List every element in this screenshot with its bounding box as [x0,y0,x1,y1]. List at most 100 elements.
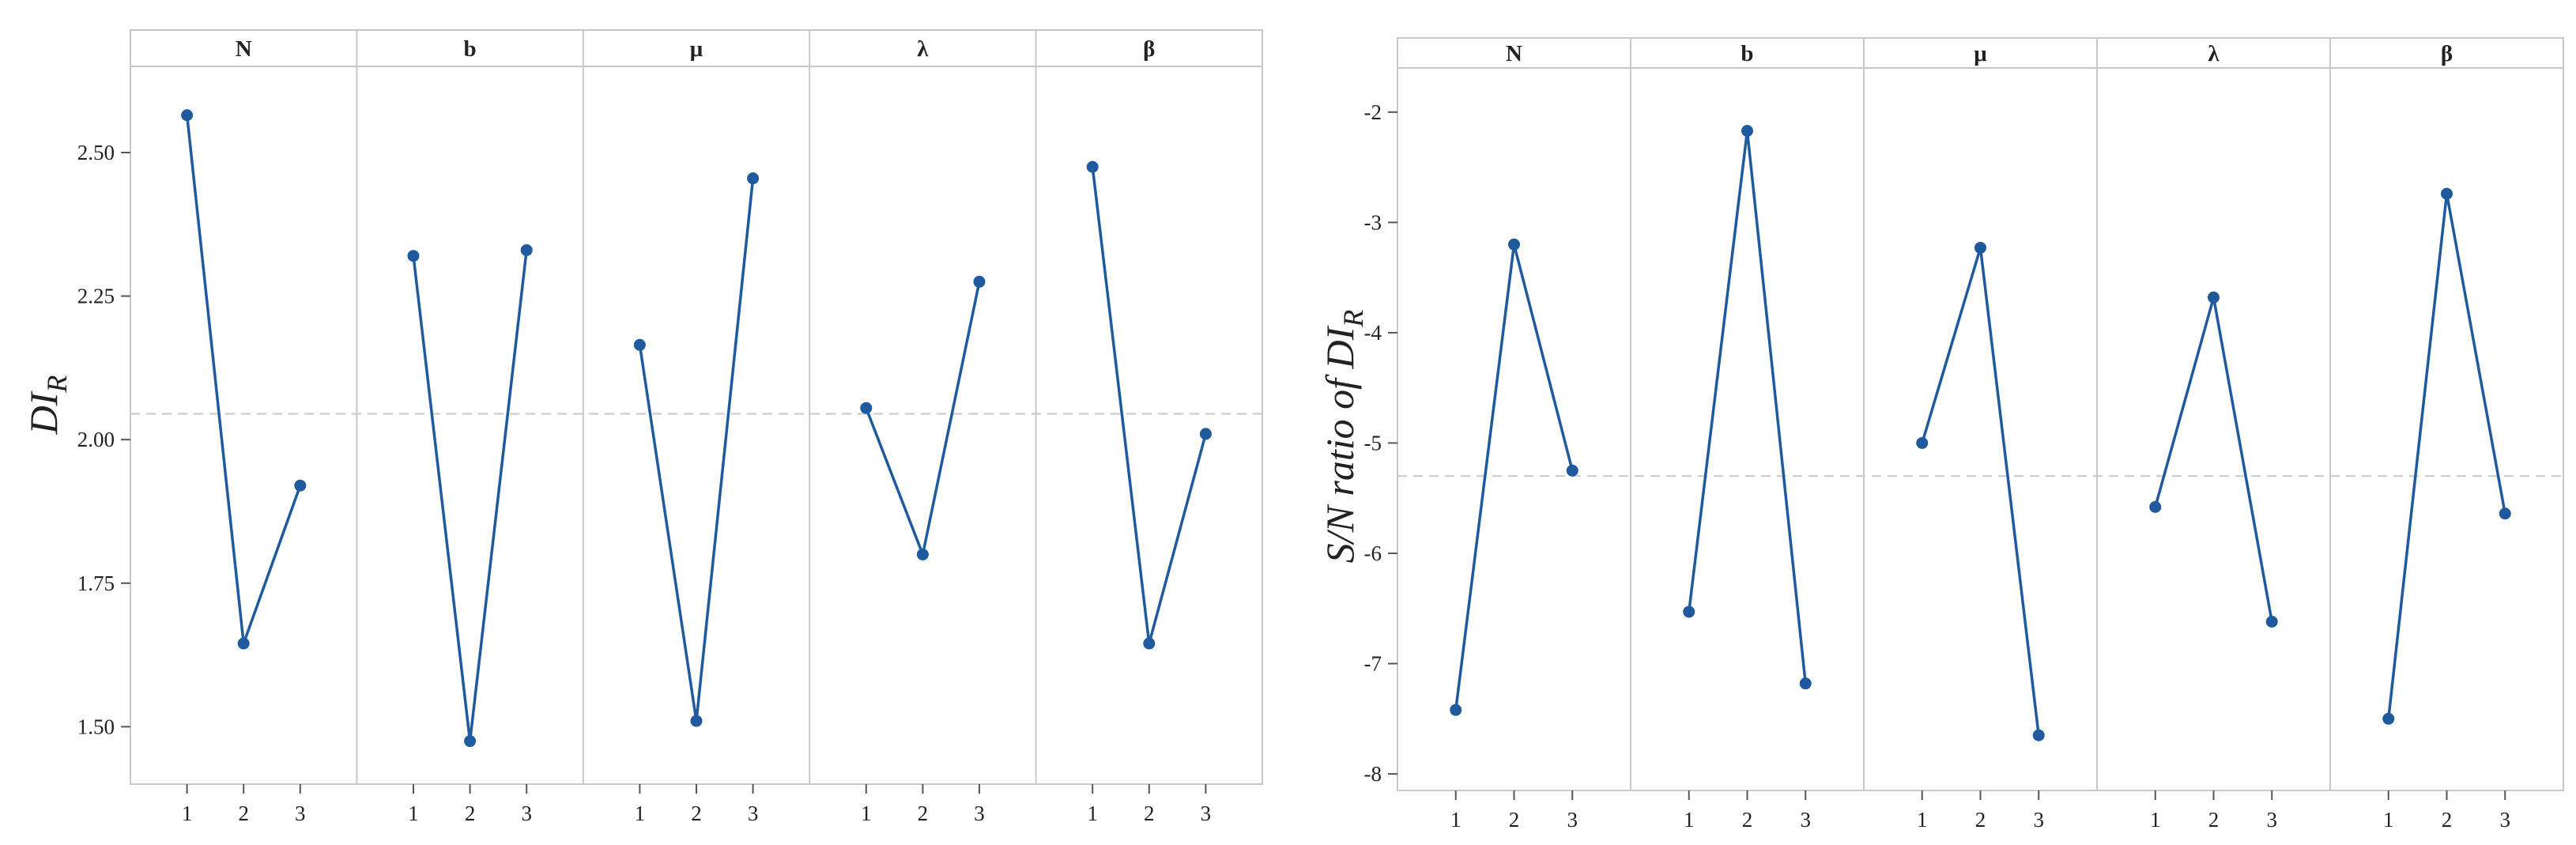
data-point [237,637,250,650]
y-tick-label: 1.75 [77,572,115,595]
data-point [2441,187,2453,200]
series-line-panel-1 [1454,243,1574,711]
series-line-panel-3 [638,178,755,722]
data-point [1199,428,1212,440]
data-point [181,109,194,122]
y-tick-label: -3 [1364,210,1382,234]
x-tick-label: 1 [1087,802,1098,825]
x-tick-label: 2 [2208,808,2220,832]
data-point [1916,436,1929,449]
panel-title-4: λ [917,36,929,62]
data-point [1683,605,1695,618]
data-point [464,735,477,748]
y-tick-label: -6 [1364,541,1382,565]
y-tick-label: 1.50 [77,715,115,738]
x-tick-label: 1 [408,802,419,825]
x-tick-label: 3 [521,802,532,825]
panel-title-4: λ [2208,41,2220,66]
data-point [407,250,420,262]
x-tick-label: 2 [1509,808,1520,832]
x-tick-label: 2 [2442,808,2453,832]
x-tick-label: 3 [2267,808,2278,832]
data-point [2149,500,2162,513]
x-tick-label: 1 [2150,808,2161,832]
data-point [633,338,646,351]
series-line-panel-4 [2154,296,2273,622]
x-tick-label: 2 [691,802,702,825]
series-line-panel-2 [412,250,528,741]
chart-sn-ratio: -8 -7 -6 -5 -4 -3 -2 S/N ratio of DIR N 1 2 3 b 1 2 3 μ 1… [1318,37,2564,832]
data-point [1741,125,1753,138]
panel-title-1: N [1506,41,1522,66]
x-tick-label: 3 [974,802,985,825]
y-axis-label-subscript: R [41,375,73,394]
x-tick-label: 2 [1975,808,1986,832]
data-point [1566,464,1578,477]
series-line-panel-5 [2387,193,2506,719]
data-point [2208,291,2220,304]
data-point [2032,729,2045,741]
x-tick-label: 2 [1742,808,1753,832]
panel-title-5: β [1143,36,1155,62]
series-line-panel-3 [1921,247,2040,736]
data-point [973,275,986,288]
y-axis-label-subscript: R [1337,310,1369,328]
x-tick-label: 3 [2034,808,2045,832]
data-point [1508,238,1520,251]
x-tick-label: 3 [2500,808,2511,832]
data-point [294,479,307,492]
panel-title-1: N [236,36,252,62]
y-tick-label: -2 [1364,100,1382,124]
x-tick-label: 1 [182,802,193,825]
panel-title-3: μ [690,36,703,62]
data-point [1450,704,1462,716]
y-tick-label: -8 [1364,762,1382,786]
series-line-panel-4 [865,281,981,560]
y-axis-label: S/N ratio of DIR [1318,310,1369,564]
data-point [1799,677,1812,690]
y-tick-label: -7 [1364,652,1382,676]
series-line-panel-1 [185,115,302,644]
x-tick-label: 2 [465,802,476,825]
x-tick-label: 1 [635,802,646,825]
y-tick-label: 2.25 [77,285,115,308]
panel-title-2: b [1741,41,1753,66]
data-point [860,402,873,414]
panel-title-5: β [2441,41,2453,66]
y-tick-label: 2.50 [77,141,115,164]
chart-di-r-means: 1.50 1.75 2.00 2.25 2.50 DIR N 1 2 3 b 1 2 3 μ 1 2 3 λ 1 2 3 β… [21,29,1263,825]
series-line-panel-2 [1688,130,1807,684]
data-point [2265,616,2278,628]
x-tick-label: 3 [1801,808,1812,832]
x-tick-label: 3 [748,802,759,825]
data-point [1086,160,1099,173]
plot-frame [1397,37,2564,791]
x-tick-label: 3 [1201,802,1212,825]
data-point [1974,241,1986,254]
x-tick-label: 1 [1450,808,1461,832]
x-tick-label: 2 [238,802,249,825]
series-line-panel-5 [1091,166,1208,644]
y-axis-label: DIR [21,375,73,436]
data-point [747,172,760,185]
data-point [1143,637,1156,650]
data-point [916,548,929,560]
x-tick-label: 2 [918,802,929,825]
y-tick-label: -4 [1364,321,1382,345]
panel-title-2: b [464,36,477,62]
data-point [520,243,533,256]
x-tick-label: 1 [861,802,872,825]
x-tick-label: 1 [1917,808,1928,832]
data-point [690,715,703,727]
data-point [2499,507,2511,520]
x-tick-label: 3 [295,802,306,825]
y-tick-label: 2.00 [77,428,115,451]
y-axis-label-main: S/N ratio of DI [1318,325,1362,563]
y-tick-label: -5 [1364,431,1382,455]
panel-title-3: μ [1974,41,1987,66]
plot-frame [130,29,1263,785]
x-tick-label: 2 [1144,802,1155,825]
x-tick-label: 1 [2383,808,2394,832]
y-axis-label-main: DI [21,390,66,435]
